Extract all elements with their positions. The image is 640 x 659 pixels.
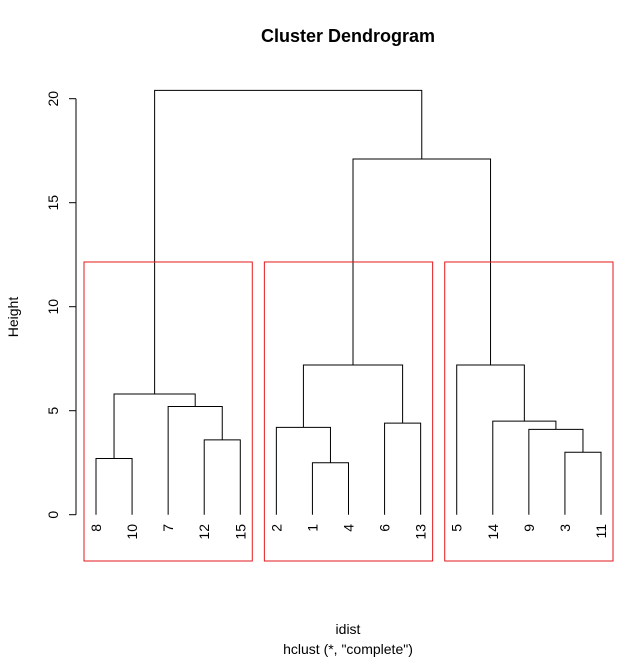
- dendrogram-branch: [302, 364, 404, 428]
- dendrogram-branch: [167, 406, 223, 515]
- dendrogram-branch: [492, 420, 557, 515]
- leaf-label: 15: [232, 524, 248, 540]
- leaf-label: 7: [160, 524, 176, 532]
- x-axis-label: idist: [336, 621, 361, 637]
- dendrogram-branch: [564, 451, 602, 515]
- leaf-label: 10: [124, 524, 140, 540]
- dendrogram-branch: [456, 364, 525, 515]
- y-tick-label: 0: [45, 511, 61, 519]
- leaf-label: 13: [413, 524, 429, 540]
- leaf-label: 8: [88, 524, 104, 532]
- y-tick-label: 10: [45, 299, 61, 315]
- leaf-labels: 8 10 7 12 15 2 1 4 6 13 5 14 9 3 11: [88, 524, 609, 540]
- leaf-label: 1: [304, 524, 320, 532]
- leaf-label: 6: [377, 524, 393, 532]
- dendrogram-branch: [95, 458, 133, 515]
- leaf-label: 5: [449, 524, 465, 532]
- y-tick-label: 5: [45, 407, 61, 415]
- x-axis-subtitle: hclust (*, "complete"): [283, 641, 413, 657]
- leaf-label: 9: [521, 524, 537, 532]
- cluster-rectangle: [444, 261, 614, 562]
- leaf-label: 3: [557, 524, 573, 532]
- leaf-label: 11: [593, 524, 609, 539]
- cluster-rectangle: [263, 261, 434, 562]
- leaf-label: 12: [196, 524, 212, 540]
- dendrogram-branch: [384, 422, 422, 515]
- dendrogram-branch: [275, 426, 331, 515]
- y-tick-label: 15: [45, 195, 61, 211]
- leaf-label: 14: [485, 524, 501, 540]
- cluster-rectangle: [83, 261, 253, 562]
- dendrogram-branch: [203, 439, 241, 515]
- cluster-rectangles: [83, 261, 614, 562]
- dendrogram-branch: [113, 393, 196, 459]
- leaf-label: 4: [341, 524, 357, 532]
- dendrogram-branch: [154, 89, 423, 395]
- dendrogram-branch: [311, 462, 349, 515]
- y-axis-label: Height: [5, 297, 21, 338]
- y-tick-label: 20: [45, 91, 61, 107]
- y-axis: 0 5 10 15 20: [45, 91, 77, 519]
- dendrogram-branch: [528, 428, 584, 515]
- dendrogram-branches: [95, 89, 602, 515]
- chart-title: Cluster Dendrogram: [261, 26, 435, 46]
- leaf-label: 2: [268, 524, 284, 532]
